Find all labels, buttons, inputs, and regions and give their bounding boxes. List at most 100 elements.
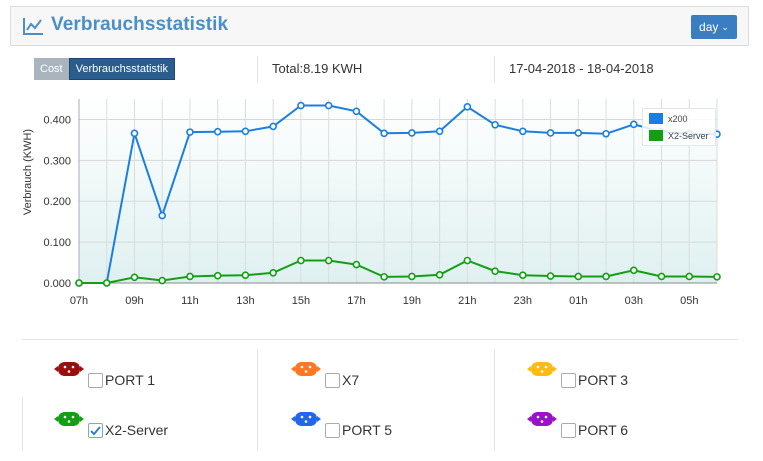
chart-legend: x200 X2-Server <box>642 108 716 146</box>
data-point <box>213 271 222 280</box>
series-line-x200 <box>79 104 718 284</box>
port-checkbox[interactable] <box>325 373 340 388</box>
legend-item-x200[interactable]: x200 <box>649 113 688 124</box>
data-point <box>158 276 167 285</box>
port-checkbox[interactable] <box>561 423 576 438</box>
y-tick-label: 0.100 <box>43 237 71 249</box>
line-chart-icon <box>23 18 43 35</box>
tab-verbrauchsstatistik[interactable]: Verbrauchsstatistik <box>68 58 175 80</box>
data-point <box>408 129 416 137</box>
port-checkbox[interactable] <box>325 423 340 438</box>
port-checkbox[interactable] <box>88 373 103 388</box>
y-tick-label: 0.200 <box>43 196 71 208</box>
port-label: PORT 3 <box>578 372 629 388</box>
data-point <box>713 273 721 281</box>
period-dropdown-button[interactable]: day ⌄ <box>691 15 737 39</box>
data-point <box>352 260 361 269</box>
port-item[interactable]: X2-Server <box>54 410 248 450</box>
power-plug-icon <box>527 362 557 376</box>
port-label: PORT 5 <box>342 422 393 438</box>
port-label: PORT 1 <box>105 372 156 388</box>
data-point <box>186 272 194 281</box>
divider <box>494 56 495 82</box>
data-point <box>574 272 583 281</box>
tab-cost[interactable]: Cost <box>34 58 69 80</box>
port-label: PORT 6 <box>578 422 629 438</box>
data-point <box>602 129 610 138</box>
data-point <box>324 256 333 265</box>
data-point <box>574 129 583 137</box>
power-plug-icon <box>527 412 557 426</box>
divider <box>22 398 23 450</box>
data-point <box>158 211 167 220</box>
legend-swatch <box>649 113 663 124</box>
port-label: X2-Server <box>105 422 169 438</box>
data-point <box>491 267 499 275</box>
x-tick-label: 05h <box>680 295 698 307</box>
data-point <box>130 273 139 282</box>
y-axis-label: Verbrauch (KWH) <box>22 128 34 216</box>
data-point <box>269 122 277 131</box>
data-point <box>463 102 472 111</box>
x-tick-label: 15h <box>292 295 310 307</box>
port-checkbox[interactable] <box>561 373 576 388</box>
x-tick-label: 21h <box>458 295 476 307</box>
x-tick-label: 09h <box>125 295 143 307</box>
port-item[interactable]: PORT 6 <box>527 410 721 450</box>
divider <box>257 350 258 450</box>
x-tick-label: 23h <box>514 295 532 307</box>
port-item[interactable]: X7 <box>291 360 485 400</box>
chevron-down-icon: ⌄ <box>721 21 729 32</box>
power-plug-icon <box>291 412 321 426</box>
port-label: X7 <box>342 372 360 388</box>
power-plug-icon <box>54 362 84 376</box>
data-point <box>546 272 555 280</box>
data-point <box>519 127 527 136</box>
view-tabs: Cost Verbrauchsstatistik <box>34 58 175 80</box>
power-plug-icon <box>291 362 321 376</box>
total-consumption: Total:8.19 KWH <box>272 61 363 76</box>
page-title: Verbrauchsstatistik <box>51 14 229 35</box>
data-point <box>297 256 305 265</box>
data-point <box>380 273 388 281</box>
data-point <box>602 272 610 281</box>
plot-area <box>79 99 717 283</box>
data-point <box>213 127 222 136</box>
date-range: 17-04-2018 - 18-04-2018 <box>509 61 654 76</box>
data-point <box>463 256 472 265</box>
legend-item-x2-server[interactable]: X2-Server <box>649 130 709 141</box>
series-line-x2-server <box>79 259 718 284</box>
divider <box>494 350 495 450</box>
data-point <box>241 271 250 280</box>
x-tick-label: 11h <box>181 295 199 307</box>
port-item[interactable]: PORT 3 <box>527 360 721 400</box>
data-point <box>491 120 499 129</box>
data-point <box>102 279 111 287</box>
data-point <box>629 266 638 275</box>
data-point <box>297 101 305 110</box>
data-point <box>685 272 694 281</box>
x-tick-label: 17h <box>347 295 365 307</box>
period-button-label: day <box>699 20 719 34</box>
divider <box>257 56 258 82</box>
chart-svg: 0.000 0.100 0.200 0.300 0.400 07h 09h 11h 13h 15h… <box>43 99 721 307</box>
x-tick-label: 03h <box>625 295 643 307</box>
port-item[interactable]: PORT 5 <box>291 410 485 450</box>
page-header: Verbrauchsstatistik day ⌄ <box>10 6 749 46</box>
ports-separator <box>22 339 738 340</box>
x-tick-label: 01h <box>569 295 587 307</box>
data-point <box>269 268 277 277</box>
x-tick-label: 13h <box>236 295 254 307</box>
data-point <box>519 271 527 280</box>
y-tick-label: 0.000 <box>43 278 71 290</box>
data-point <box>657 272 666 281</box>
data-point <box>75 279 83 287</box>
x-tick-label: 19h <box>403 295 421 307</box>
port-checkbox[interactable] <box>88 423 103 438</box>
power-plug-icon <box>54 412 84 426</box>
data-point <box>130 129 139 138</box>
port-item[interactable]: PORT 1 <box>54 360 248 400</box>
y-tick-label: 0.400 <box>43 114 71 126</box>
data-point <box>380 129 388 138</box>
checkmark-icon <box>90 426 101 436</box>
